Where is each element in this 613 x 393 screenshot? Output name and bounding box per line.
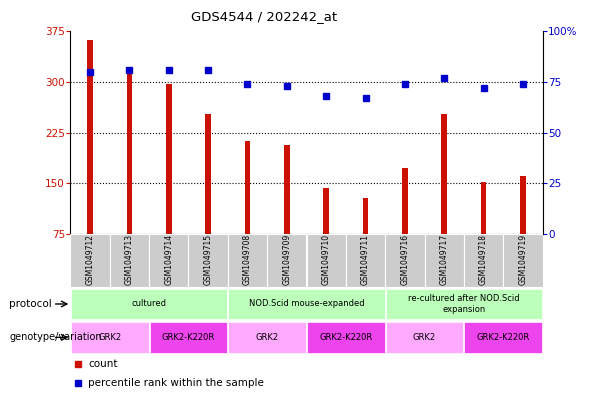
- Text: GSM1049717: GSM1049717: [440, 234, 449, 285]
- Text: GSM1049714: GSM1049714: [164, 234, 173, 285]
- Bar: [205, 114, 211, 234]
- Text: GRK2: GRK2: [98, 333, 121, 342]
- Bar: [126, 68, 132, 234]
- Bar: [189, 234, 228, 287]
- Bar: [284, 145, 290, 234]
- Bar: [307, 322, 385, 353]
- Bar: [267, 234, 306, 287]
- Bar: [228, 322, 306, 353]
- Bar: [385, 234, 424, 287]
- Text: GSM1049718: GSM1049718: [479, 234, 488, 285]
- Bar: [306, 234, 346, 287]
- Bar: [464, 234, 503, 287]
- Bar: [228, 234, 267, 287]
- Text: NOD.Scid mouse-expanded: NOD.Scid mouse-expanded: [249, 299, 364, 309]
- Bar: [402, 168, 408, 234]
- Bar: [150, 322, 227, 353]
- Bar: [71, 322, 149, 353]
- Bar: [441, 114, 447, 234]
- Text: cultured: cultured: [132, 299, 167, 309]
- Text: GRK2-K220R: GRK2-K220R: [476, 333, 530, 342]
- Text: GSM1049715: GSM1049715: [204, 234, 213, 285]
- Text: GSM1049712: GSM1049712: [86, 234, 94, 285]
- Bar: [503, 234, 543, 287]
- Text: GSM1049710: GSM1049710: [322, 234, 330, 285]
- Bar: [520, 176, 526, 234]
- Text: GSM1049708: GSM1049708: [243, 234, 252, 285]
- Bar: [424, 234, 464, 287]
- Text: GDS4544 / 202242_at: GDS4544 / 202242_at: [191, 10, 337, 23]
- Text: count: count: [88, 359, 118, 369]
- Text: GRK2-K220R: GRK2-K220R: [162, 333, 215, 342]
- Text: GSM1049713: GSM1049713: [125, 234, 134, 285]
- Bar: [323, 188, 329, 234]
- Bar: [70, 234, 110, 287]
- Bar: [149, 234, 189, 287]
- Bar: [166, 84, 172, 234]
- Text: genotype/variation: genotype/variation: [9, 332, 102, 342]
- Text: GRK2-K220R: GRK2-K220R: [319, 333, 373, 342]
- Bar: [110, 234, 149, 287]
- Text: GRK2: GRK2: [256, 333, 279, 342]
- Bar: [245, 141, 251, 234]
- Text: GSM1049711: GSM1049711: [361, 234, 370, 285]
- Bar: [346, 234, 385, 287]
- Text: GSM1049719: GSM1049719: [519, 234, 527, 285]
- Text: protocol: protocol: [9, 299, 52, 309]
- Text: re-cultured after NOD.Scid
expansion: re-cultured after NOD.Scid expansion: [408, 294, 520, 314]
- Bar: [464, 322, 542, 353]
- Text: GSM1049709: GSM1049709: [283, 234, 291, 285]
- Bar: [386, 288, 542, 320]
- Text: GSM1049716: GSM1049716: [400, 234, 409, 285]
- Bar: [362, 198, 368, 234]
- Text: percentile rank within the sample: percentile rank within the sample: [88, 378, 264, 388]
- Text: GRK2: GRK2: [413, 333, 436, 342]
- Bar: [386, 322, 463, 353]
- Bar: [228, 288, 385, 320]
- Bar: [481, 182, 487, 234]
- Bar: [87, 40, 93, 234]
- Bar: [71, 288, 227, 320]
